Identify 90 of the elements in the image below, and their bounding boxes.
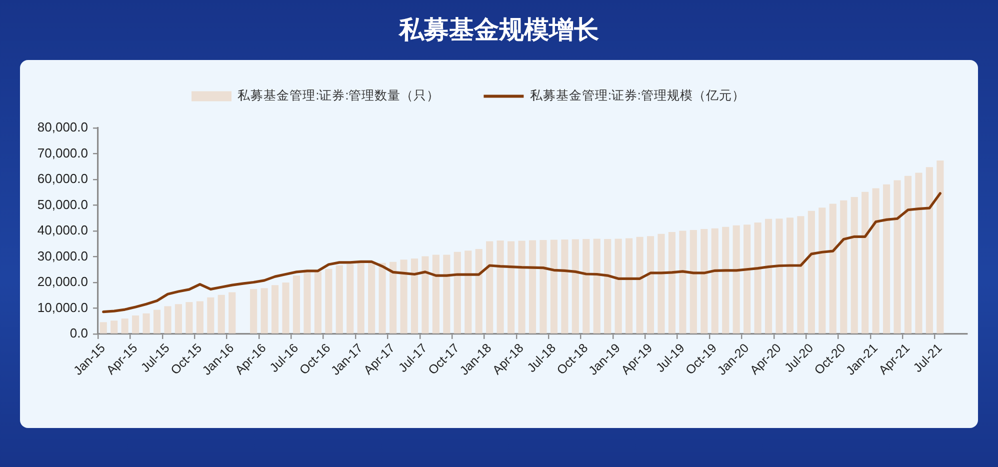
bar (508, 241, 515, 334)
bar (862, 192, 869, 334)
bar (776, 218, 783, 334)
bar (454, 252, 461, 334)
bar (732, 225, 740, 334)
bar (110, 320, 118, 334)
bar (550, 240, 558, 334)
bar (432, 254, 440, 334)
y-tick-label: 70,000.0 (37, 145, 88, 160)
bar (368, 262, 376, 334)
bar (100, 322, 107, 334)
bar (786, 218, 794, 334)
bar (936, 160, 944, 334)
y-tick-label: 60,000.0 (37, 171, 88, 186)
bar (658, 234, 665, 334)
bar (378, 262, 386, 334)
bar (614, 238, 622, 334)
bar (818, 208, 826, 334)
bar (572, 239, 579, 334)
bar (486, 241, 494, 334)
bar (808, 210, 815, 334)
bar (357, 262, 364, 334)
y-tick-label: 20,000.0 (37, 274, 88, 290)
bar (797, 216, 804, 334)
bar (872, 188, 880, 334)
bar (764, 218, 772, 334)
bar (314, 271, 322, 334)
bar (336, 265, 343, 334)
bar (528, 240, 536, 334)
bar (475, 249, 482, 334)
bar (121, 318, 128, 334)
bar (754, 222, 762, 334)
bar (518, 240, 526, 334)
bar (207, 297, 214, 334)
bar (250, 288, 258, 334)
bar (153, 310, 161, 334)
bar (722, 226, 730, 334)
bar (410, 258, 418, 334)
bar (700, 228, 708, 334)
bar (679, 230, 686, 334)
bar (496, 240, 504, 334)
bar (604, 238, 612, 334)
bar (915, 172, 922, 334)
bar (304, 272, 311, 334)
bar (636, 236, 644, 334)
bar (228, 292, 236, 334)
bar (690, 230, 697, 334)
bar (186, 302, 193, 334)
bar (894, 180, 901, 334)
bar (829, 204, 836, 334)
bar (926, 167, 933, 334)
bar (422, 256, 429, 334)
bar (626, 238, 633, 334)
bar (711, 228, 718, 334)
bar (174, 304, 182, 334)
y-tick-label: 30,000.0 (37, 248, 88, 264)
bar (164, 306, 172, 334)
bar (271, 285, 279, 334)
legend-label: 私募基金管理:证券:管理规模（亿元） (530, 88, 745, 103)
bar (282, 282, 290, 334)
bar (840, 200, 848, 334)
bar (443, 254, 450, 334)
bar (292, 276, 300, 334)
bar (646, 236, 654, 334)
legend-label: 私募基金管理:证券:管理数量（只） (238, 88, 440, 103)
bar (142, 313, 150, 334)
bar (325, 268, 332, 334)
y-tick-label: 50,000.0 (37, 196, 88, 212)
bar (218, 294, 225, 334)
y-tick-label: 10,000.0 (37, 300, 88, 315)
y-tick-label: 80,000.0 (37, 120, 88, 135)
bar (882, 184, 890, 334)
bar (132, 315, 140, 334)
bar (582, 238, 590, 334)
bar (561, 240, 568, 334)
bar (850, 197, 858, 334)
bar (464, 250, 472, 334)
bar (260, 288, 268, 334)
bar (389, 262, 397, 334)
chart-title: 私募基金规模增长 (398, 14, 600, 46)
bar (593, 238, 600, 334)
bar (400, 260, 408, 334)
bar (744, 224, 751, 334)
y-tick-label: 40,000.0 (37, 222, 88, 238)
bar (346, 264, 354, 334)
y-tick-label: 0.0 (70, 326, 88, 341)
bar (196, 301, 204, 334)
bar (540, 240, 547, 334)
bar (904, 176, 912, 334)
bar (668, 232, 676, 334)
